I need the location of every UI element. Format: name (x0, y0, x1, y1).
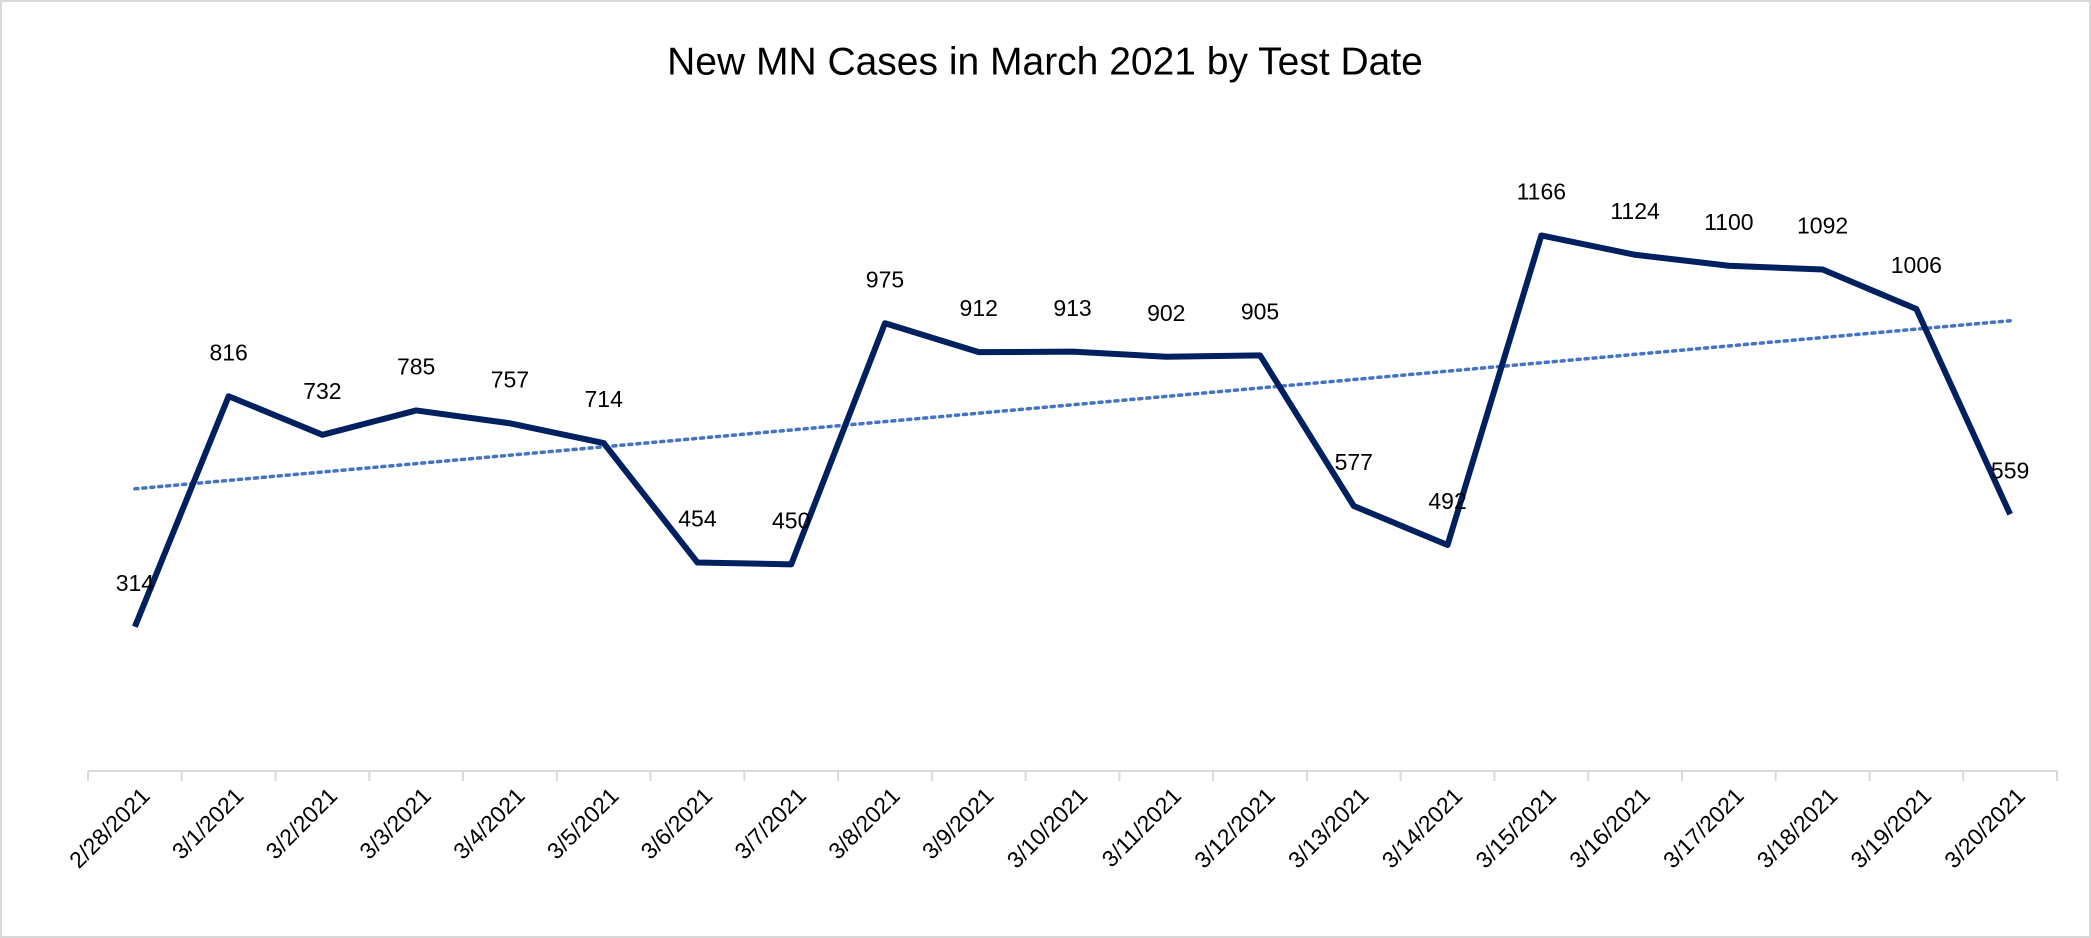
data-label: 577 (1335, 449, 1373, 475)
data-label: 1092 (1797, 213, 1848, 239)
data-label: 450 (772, 507, 810, 533)
data-label: 912 (960, 295, 998, 321)
data-line (132, 232, 2013, 628)
data-label: 1166 (1517, 179, 1566, 205)
data-label: 905 (1241, 298, 1279, 324)
data-label: 314 (116, 570, 155, 596)
data-label: 902 (1147, 300, 1185, 326)
data-label: 913 (1053, 295, 1091, 321)
data-label: 1006 (1891, 252, 1942, 278)
data-label: 714 (585, 386, 624, 412)
data-label: 816 (209, 339, 247, 365)
data-label: 785 (397, 354, 435, 380)
data-label: 454 (678, 506, 717, 532)
data-label: 732 (303, 378, 341, 404)
data-label: 975 (866, 266, 904, 292)
data-label: 559 (1991, 457, 2029, 483)
data-label: 1100 (1704, 209, 1753, 235)
data-label: 492 (1428, 488, 1466, 514)
data-label: 1124 (1610, 198, 1660, 224)
data-label: 757 (491, 366, 529, 392)
chart-title: New MN Cases in March 2021 by Test Date (667, 40, 1423, 83)
trendline (133, 318, 2012, 491)
